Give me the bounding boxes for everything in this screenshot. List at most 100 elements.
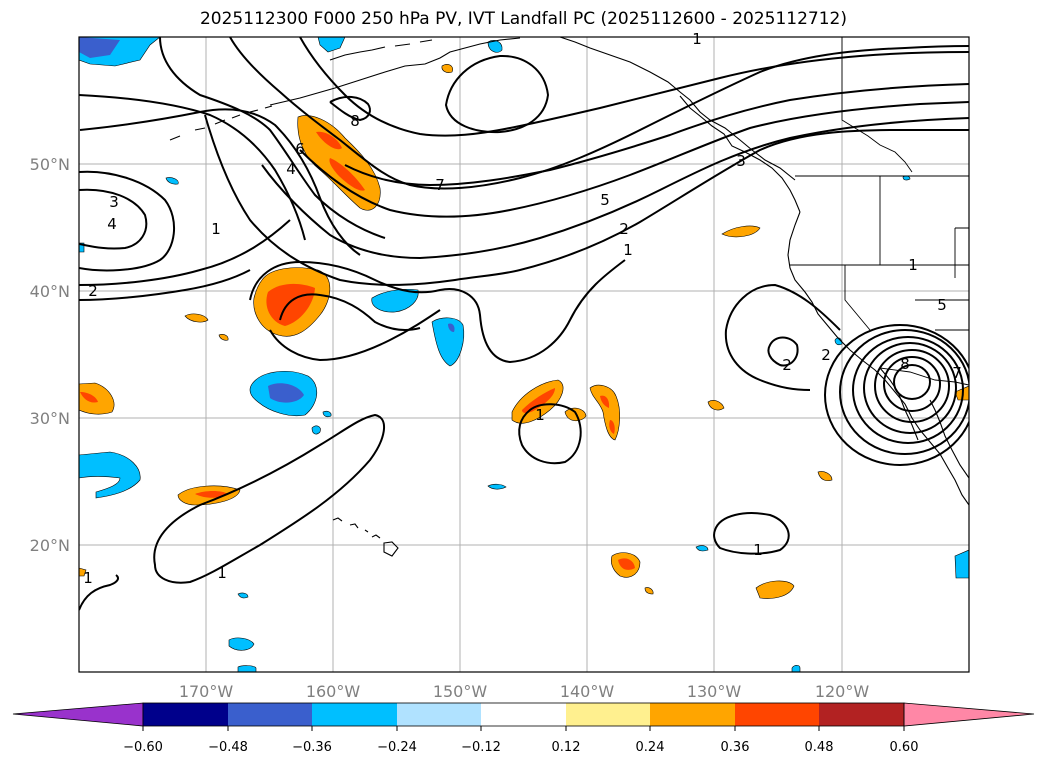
colorbar-segment: [481, 703, 566, 726]
lon-tick-labels: 170°W 160°W 150°W 140°W 130°W 120°W: [179, 682, 870, 701]
colorbar-tick-label: −0.12: [461, 740, 501, 755]
contour-line: [79, 188, 148, 250]
contour-label: 5: [600, 191, 610, 209]
contour-line: [713, 512, 790, 555]
pv-patch-positive: [707, 400, 725, 411]
alaska-coast: [269, 37, 796, 181]
pv-patch-positive-core: [80, 392, 98, 403]
contour-label: 7: [952, 364, 962, 382]
colorbar: −0.60 −0.48 −0.36 −0.24 −0.12 0.12 0.24 …: [12, 702, 1035, 755]
pv-patch-negative: [165, 177, 179, 185]
contour-line: [159, 37, 386, 239]
contour-line: [79, 94, 306, 241]
pv-patch-negative: [487, 40, 503, 53]
contour-line: [329, 96, 371, 122]
contour-line: [79, 108, 361, 256]
pv-patch-positive-core: [522, 388, 555, 413]
contour-label: 1: [83, 569, 93, 587]
pv-patch-positive: [644, 587, 654, 595]
pv-patch-positive: [441, 64, 453, 73]
contour-label: 4: [107, 215, 117, 233]
contour-line: [79, 269, 251, 301]
colorbar-tick-label: 0.48: [805, 740, 834, 755]
pv-patch-negative: [79, 451, 141, 499]
contour-label: 2: [619, 220, 629, 238]
colorbar-outline: [142, 702, 905, 727]
map-background: [79, 37, 969, 672]
aleutian-islands: [169, 105, 273, 141]
pv-patch-positive: [79, 567, 87, 577]
contour-label: 2: [821, 346, 831, 364]
contour-line: [893, 364, 931, 400]
colorbar-tick-label: 0.12: [552, 740, 581, 755]
colorbar-tick-label: −0.60: [123, 740, 163, 755]
pv-patch-negative: [317, 37, 346, 53]
colorbar-extend-high: [903, 702, 1035, 727]
pv-patch-positive: [817, 471, 833, 482]
colorbar-tick-label: 0.60: [890, 740, 919, 755]
contour-line: [724, 283, 841, 391]
contour-label: 3: [736, 152, 746, 170]
contour-line: [299, 37, 969, 137]
pv-patch-positive: [184, 313, 209, 323]
contour-line: [153, 413, 385, 584]
pv-patch-positive: [79, 382, 115, 415]
colorbar-segment: [228, 703, 312, 726]
colorbar-segment: [735, 703, 819, 726]
border-alaska: [841, 37, 913, 173]
ivt-contours: [79, 37, 969, 611]
lon-label-140w: 140°W: [560, 682, 615, 701]
lat-label-50n: 50°N: [30, 155, 70, 174]
lat-tick-labels: 50°N 40°N 30°N 20°N: [30, 155, 70, 555]
contour-label: 1: [692, 30, 702, 48]
contour-line: [863, 342, 957, 434]
contour-line: [299, 101, 969, 218]
alaska-peninsula: [329, 39, 433, 61]
contour-line: [249, 259, 626, 364]
contour-line: [518, 403, 582, 465]
pv-patch-positive: [755, 580, 795, 599]
map-frame: [78, 36, 970, 673]
contour-line: [852, 336, 964, 444]
lat-label-40n: 40°N: [30, 282, 70, 301]
pv-patch-negative-core: [79, 37, 120, 58]
colorbar-tick-label: −0.48: [208, 740, 248, 755]
contour-label: 8: [350, 112, 360, 130]
contour-line: [444, 54, 550, 134]
borders: [790, 37, 969, 386]
lon-label-160w: 160°W: [306, 682, 361, 701]
lon-label-120w: 120°W: [815, 682, 870, 701]
colorbar-tick-label: −0.24: [377, 740, 417, 755]
pv-patch-negative: [695, 545, 709, 552]
state-borders: [790, 176, 969, 331]
pv-patch-positive: [721, 225, 761, 238]
contour-line: [874, 349, 950, 423]
pv-patch-negative: [311, 425, 321, 435]
contour-label: 1: [211, 220, 221, 238]
contour-line: [279, 293, 421, 331]
baja-coast: [879, 367, 969, 479]
contour-line: [204, 114, 969, 286]
contour-label: 6: [295, 140, 305, 158]
contour-line: [261, 117, 969, 260]
contour-line: [824, 324, 969, 466]
colorbar-tick-label: −0.36: [292, 740, 332, 755]
hawaii-islands: [332, 517, 399, 557]
pv-patch-negative: [487, 483, 507, 490]
colorbar-tick-label: 0.24: [636, 740, 665, 755]
map-title: 2025112300 F000 250 hPa PV, IVT Landfall…: [199, 9, 847, 29]
colorbar-segment: [566, 703, 650, 726]
lon-label-170w: 170°W: [179, 682, 234, 701]
pv-patch-positive-core: [600, 395, 615, 434]
colorbar-segment: [819, 703, 904, 726]
colorbar-extend-low: [12, 702, 144, 727]
contour-label: 1: [753, 541, 763, 559]
pv-patch-positive-core: [316, 131, 365, 191]
colorbar-ticks: [142, 726, 905, 731]
pv-patch-positive-core: [618, 558, 635, 570]
lon-label-150w: 150°W: [433, 682, 488, 701]
contour-line: [79, 170, 176, 272]
contour-line: [767, 336, 799, 367]
pv-patch-positive: [218, 334, 229, 341]
